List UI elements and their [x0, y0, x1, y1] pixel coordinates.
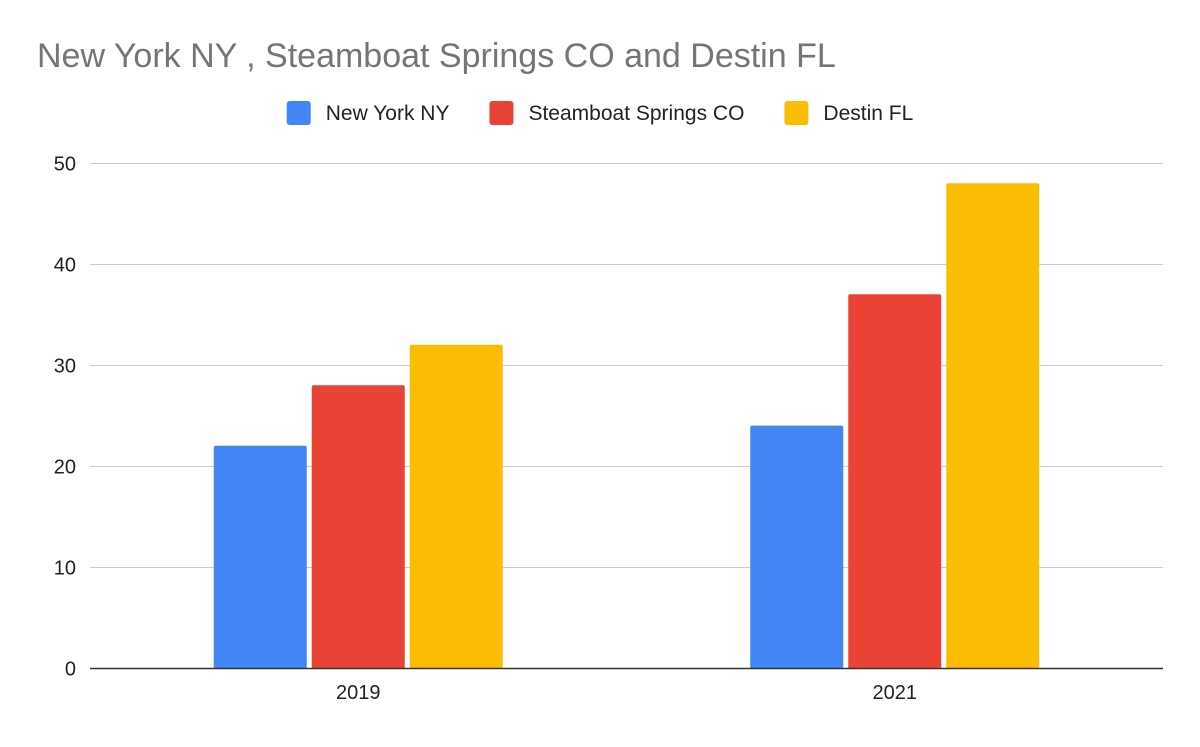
legend-item: Destin FL [784, 101, 913, 125]
legend-label: New York NY [326, 102, 450, 125]
y-tick-label: 50 [54, 154, 76, 176]
legend-item: Steamboat Springs CO [489, 101, 744, 125]
x-tick-label: 2019 [336, 682, 381, 704]
y-tick-label: 10 [54, 558, 76, 580]
legend-swatch [784, 101, 809, 125]
y-axis-ticks: 0 10 20 30 40 50 [54, 154, 76, 681]
bar [213, 445, 307, 668]
legend-label: Steamboat Springs CO [528, 102, 744, 125]
legend-swatch [489, 101, 514, 125]
bar [848, 294, 942, 668]
chart-title: New York NY , Steamboat Springs CO and D… [37, 37, 836, 75]
x-axis-ticks: 2019 2021 [336, 682, 917, 704]
y-tick-label: 0 [65, 659, 76, 681]
bar [946, 183, 1040, 668]
legend-label: Destin FL [823, 102, 913, 125]
y-tick-label: 30 [54, 356, 76, 378]
y-tick-label: 40 [54, 255, 76, 277]
legend-item: New York NY [286, 101, 450, 125]
x-tick-label: 2021 [873, 682, 918, 704]
bar [409, 344, 503, 668]
bar [311, 385, 405, 668]
bar [750, 425, 844, 668]
legend-swatch [286, 101, 311, 125]
bars [213, 183, 1040, 668]
y-tick-label: 20 [54, 457, 76, 479]
legend: New York NY Steamboat Springs CO Destin FL [286, 101, 913, 125]
